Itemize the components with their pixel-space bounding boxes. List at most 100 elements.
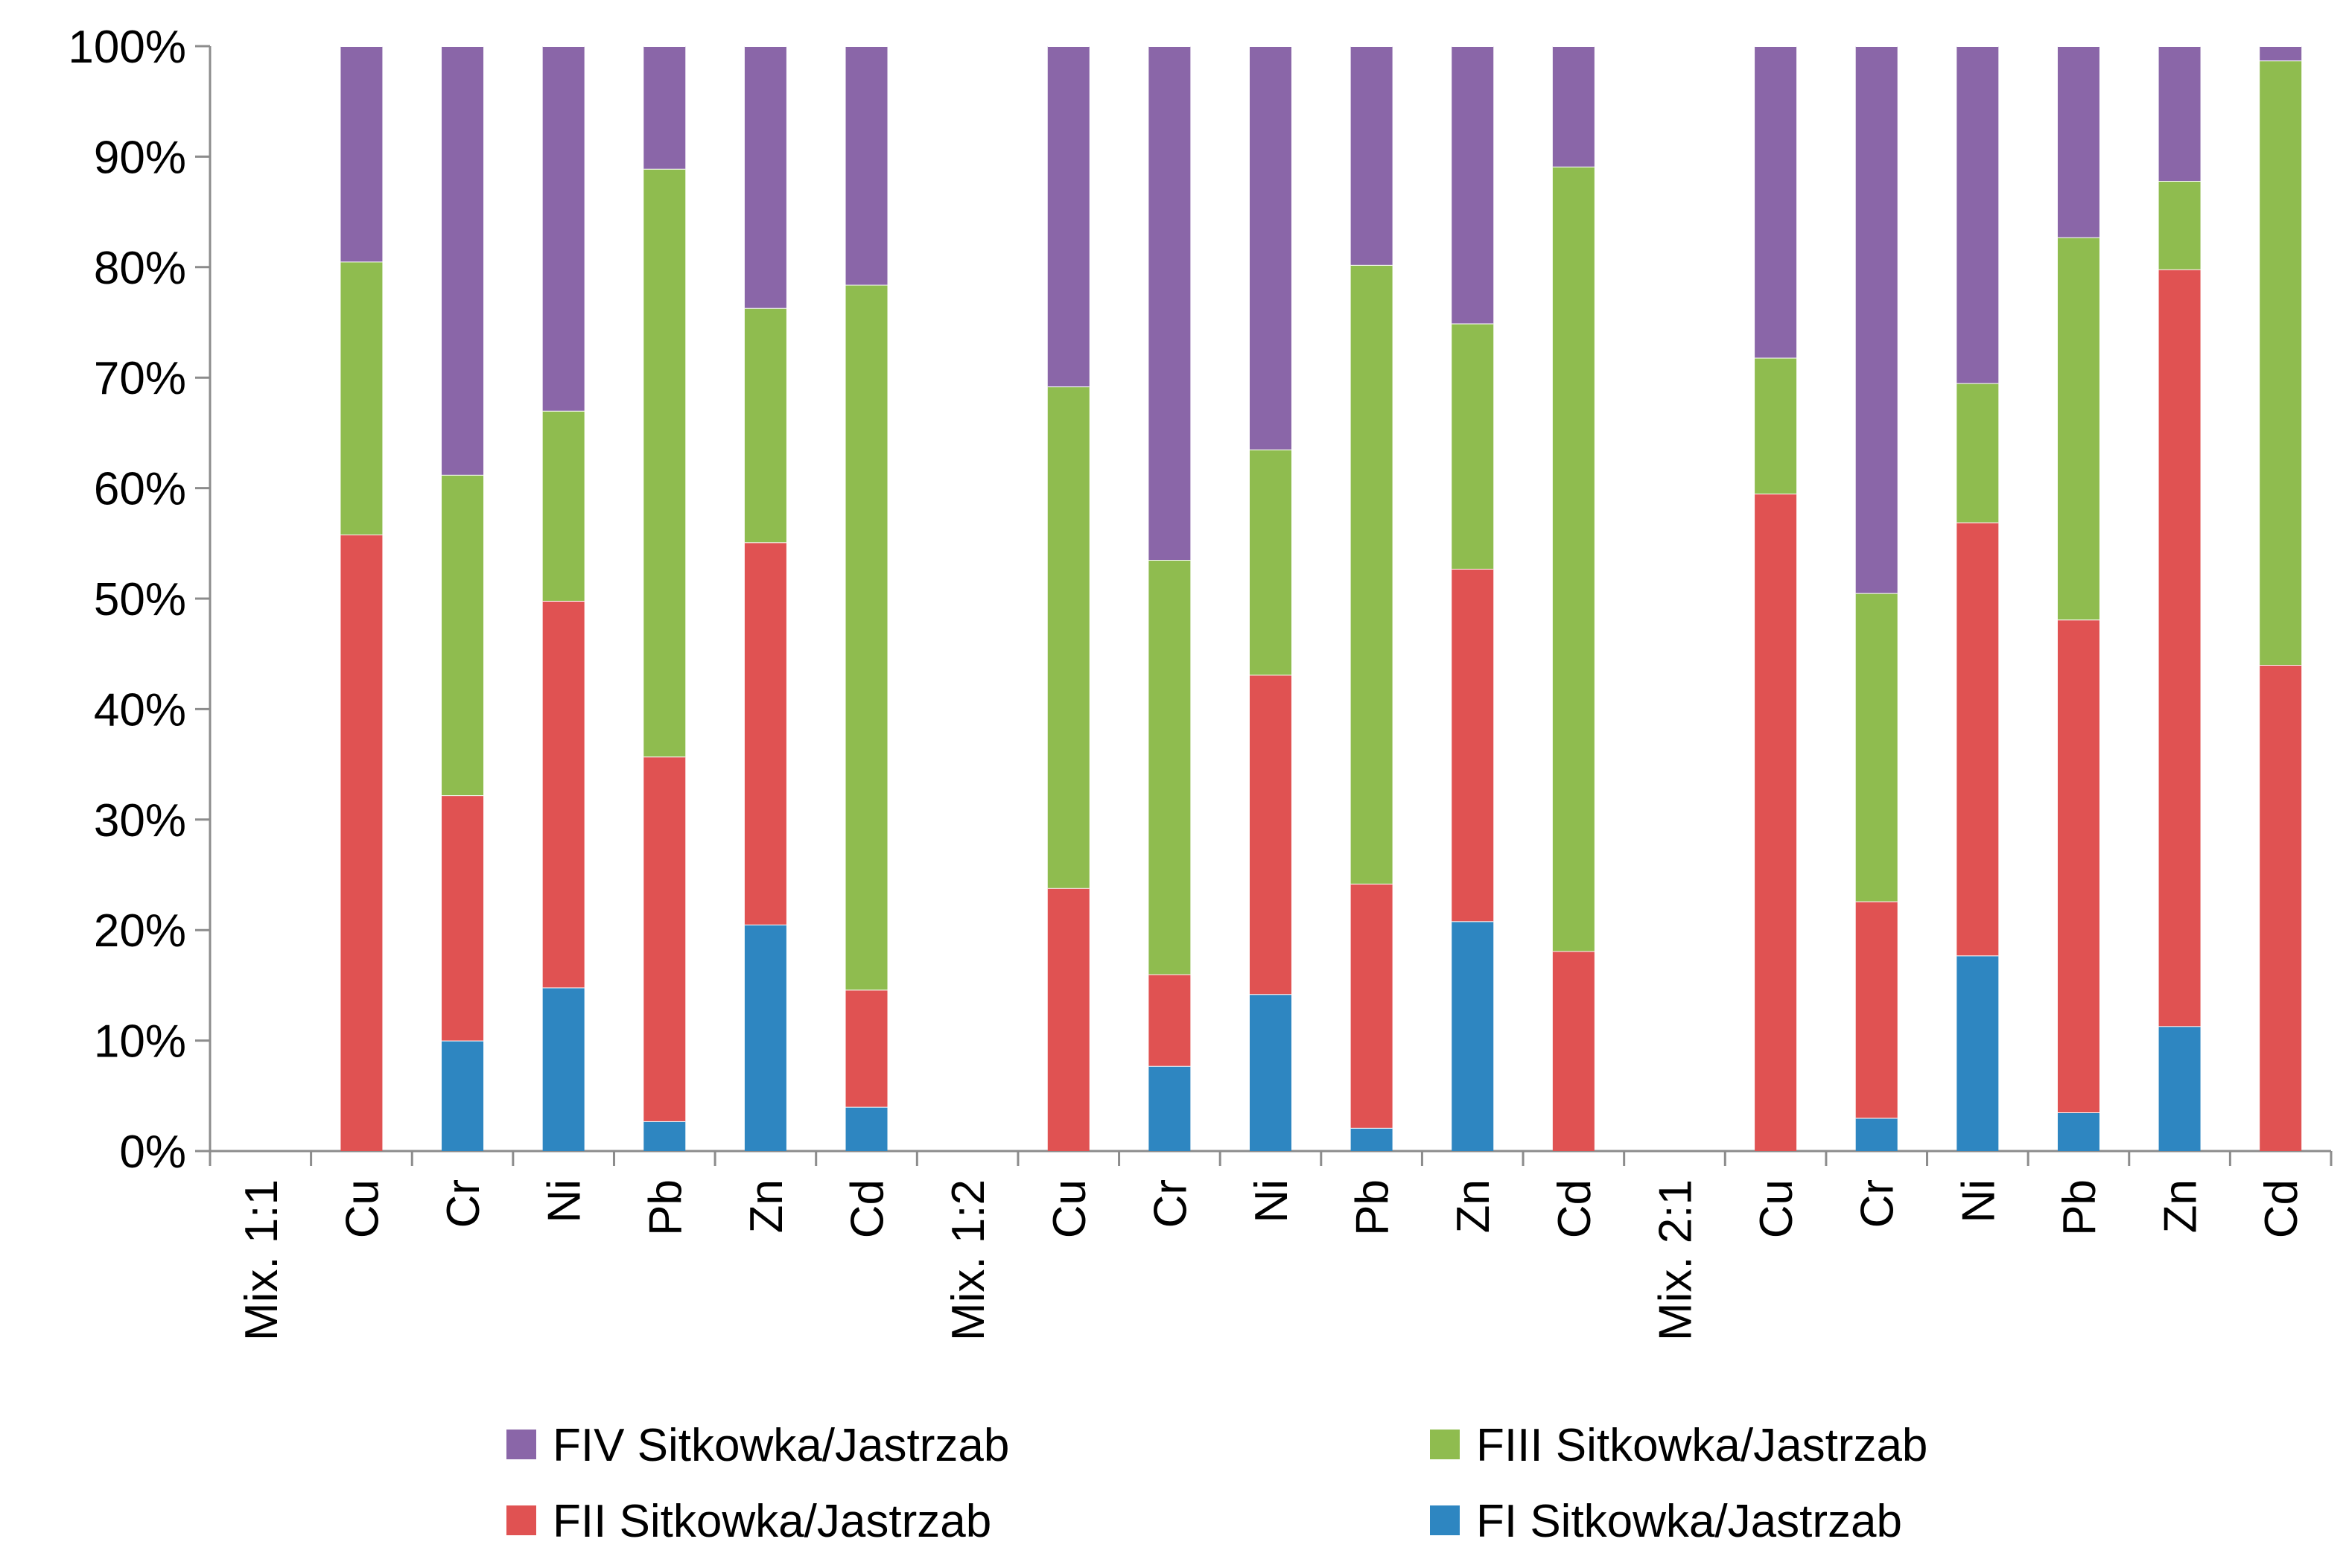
bar-segment-3-cat-1	[340, 261, 383, 535]
y-tick-label: 90%	[94, 132, 186, 183]
legend-swatch	[1430, 1505, 1460, 1535]
legend-label: FI Sitkowka/Jastrzab	[1476, 1496, 1902, 1547]
x-category-label: Cr	[438, 1179, 489, 1228]
bar-segment-2-cat-18	[2057, 619, 2099, 1113]
bar-segment-2-cat-4	[643, 756, 686, 1121]
x-category-label: Zn	[2155, 1179, 2207, 1233]
legend-swatch	[1430, 1430, 1460, 1459]
legend-swatch	[506, 1505, 536, 1535]
bar-segment-3-cat-15	[1755, 357, 1797, 494]
legend-label: FIII Sitkowka/Jastrzab	[1476, 1420, 1927, 1471]
bar-segment-4-cat-8	[1047, 46, 1090, 387]
bar-segment-3-cat-18	[2057, 237, 2099, 620]
bar-segment-1-cat-9	[1148, 1065, 1191, 1151]
bar-segment-3-cat-6	[845, 284, 888, 990]
bar-segment-1-cat-3	[542, 987, 585, 1151]
x-category-label: Mix. 1:1	[236, 1179, 287, 1341]
x-category-label: Pb	[640, 1179, 691, 1236]
bar-segment-4-cat-19	[2158, 46, 2201, 182]
x-category-label: Cd	[1549, 1179, 1600, 1238]
bar-segment-4-cat-17	[1956, 46, 1999, 383]
bar-segment-4-cat-20	[2260, 46, 2302, 61]
x-category-label: Ni	[1246, 1179, 1297, 1223]
x-category-label: Zn	[741, 1179, 792, 1233]
y-tick-label: 50%	[94, 574, 186, 625]
bar-segment-2-cat-12	[1452, 568, 1494, 922]
bar-segment-3-cat-11	[1350, 264, 1393, 884]
bar-segment-3-cat-20	[2260, 60, 2302, 666]
bar-segment-2-cat-16	[1855, 901, 1898, 1118]
x-category-label: Ni	[539, 1179, 591, 1223]
y-tick-label: 20%	[94, 905, 186, 957]
y-tick-label: 100%	[68, 22, 186, 73]
x-category-label: Mix. 1:2	[943, 1179, 994, 1341]
y-tick-label: 0%	[119, 1126, 186, 1178]
bar-segment-1-cat-17	[1956, 955, 1999, 1151]
x-category-label: Pb	[1347, 1179, 1399, 1236]
x-category-label: Pb	[2054, 1179, 2105, 1236]
bar-segment-2-cat-1	[340, 534, 383, 1151]
bar-segment-1-cat-2	[442, 1040, 484, 1151]
bar-segment-1-cat-5	[744, 924, 786, 1151]
bar-segment-2-cat-3	[542, 600, 585, 988]
x-category-label: Cd	[2256, 1179, 2307, 1238]
bar-segment-4-cat-10	[1250, 46, 1291, 450]
x-category-label: Cu	[1044, 1179, 1096, 1238]
bar-segment-3-cat-9	[1148, 560, 1191, 975]
bar-segment-4-cat-12	[1452, 46, 1494, 324]
x-category-label: Cr	[1145, 1179, 1196, 1228]
legend-swatch	[506, 1430, 536, 1459]
bar-segment-2-cat-17	[1956, 522, 1999, 956]
bar-segment-4-cat-13	[1552, 46, 1595, 167]
bar-segment-4-cat-3	[542, 46, 585, 411]
bar-segment-1-cat-12	[1452, 921, 1494, 1151]
bar-segment-2-cat-20	[2260, 665, 2302, 1151]
bar-segment-4-cat-2	[442, 46, 484, 475]
bar-segment-4-cat-6	[845, 46, 888, 285]
bar-segment-3-cat-13	[1552, 166, 1595, 952]
x-category-label: Ni	[1953, 1179, 2004, 1223]
y-tick-label: 70%	[94, 353, 186, 404]
x-category-label: Zn	[1448, 1179, 1499, 1233]
y-tick-label: 10%	[94, 1016, 186, 1068]
y-tick-label: 30%	[94, 795, 186, 847]
bar-segment-3-cat-10	[1250, 449, 1291, 675]
bar-segment-1-cat-11	[1350, 1127, 1393, 1151]
bar-segment-4-cat-4	[643, 46, 686, 169]
bar-segment-3-cat-8	[1047, 386, 1090, 888]
x-category-label: Cu	[1751, 1179, 1802, 1238]
bar-segment-3-cat-3	[542, 410, 585, 601]
bar-segment-2-cat-13	[1552, 951, 1595, 1151]
bar-segment-1-cat-16	[1855, 1118, 1898, 1151]
bar-segment-3-cat-19	[2158, 181, 2201, 270]
bar-segment-2-cat-11	[1350, 883, 1393, 1128]
bar-segment-4-cat-11	[1350, 46, 1393, 265]
x-category-label: Cu	[337, 1179, 388, 1238]
y-tick-label: 40%	[94, 684, 186, 736]
bar-segment-4-cat-9	[1148, 46, 1191, 561]
bar-segment-3-cat-16	[1855, 593, 1898, 902]
legend-label: FII Sitkowka/Jastrzab	[553, 1496, 991, 1547]
bar-segment-2-cat-5	[744, 542, 786, 925]
y-tick-label: 80%	[94, 243, 186, 294]
x-category-label: Cd	[842, 1179, 894, 1238]
bar-segment-2-cat-19	[2158, 269, 2201, 1027]
bar-segment-2-cat-15	[1755, 494, 1797, 1151]
x-category-label: Mix. 2:1	[1650, 1179, 1701, 1341]
bar-segment-4-cat-5	[744, 46, 786, 308]
bar-segment-4-cat-16	[1855, 46, 1898, 593]
bar-segment-3-cat-2	[442, 474, 484, 796]
bar-segment-1-cat-10	[1250, 994, 1291, 1151]
bar-segment-3-cat-17	[1956, 383, 1999, 523]
bar-segment-2-cat-10	[1250, 675, 1291, 995]
y-tick-label: 60%	[94, 464, 186, 515]
bar-segment-2-cat-8	[1047, 887, 1090, 1151]
bar-segment-2-cat-6	[845, 989, 888, 1107]
bar-segment-4-cat-18	[2057, 46, 2099, 238]
bar-segment-3-cat-12	[1452, 323, 1494, 569]
bar-segment-4-cat-1	[340, 46, 383, 262]
bar-segment-3-cat-5	[744, 307, 786, 543]
bar-segment-3-cat-4	[643, 168, 686, 757]
